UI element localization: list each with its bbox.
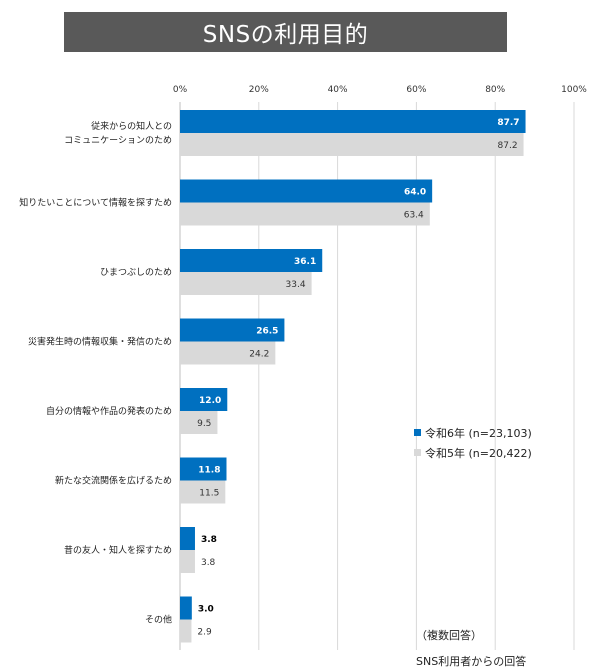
legend-label-2024: 令和6年 (n=23,103) [425,426,532,440]
footnote-multiple-answers: （複数回答） [416,629,482,642]
data-label: 9.5 [197,419,211,429]
category-label: ひまつぶしのため [100,267,172,278]
bar-2024 [180,596,192,620]
data-label: 24.2 [249,350,269,360]
x-tick-label: 20% [249,85,269,95]
category-label: コミュニケーションのため [64,135,172,146]
data-label: 11.8 [198,466,220,476]
bar-2023 [180,619,192,643]
bar-2024 [180,318,285,342]
data-label: 3.0 [198,605,214,615]
x-tick-label: 40% [328,85,348,95]
data-label: 87.2 [498,141,518,151]
x-tick-label: 80% [485,85,505,95]
chart-title: SNSの利用目的 [202,22,369,48]
category-label: 知りたいことについて情報を探すため [19,197,172,209]
bar-2024 [180,527,195,550]
data-label: 36.1 [294,257,316,267]
chart-title-box: SNSの利用目的 [64,12,507,52]
category-label: 従来からの知人との [91,120,172,132]
bar-2023 [180,411,218,434]
data-label: 33.4 [286,280,306,290]
footnote-source: SNS利用者からの回答 [416,655,527,668]
bar-2023 [180,341,276,365]
category-label: その他 [145,614,172,626]
data-label: 64.0 [404,188,426,198]
bar-2024 [180,179,433,203]
x-tick-label: 100% [561,85,587,95]
data-label: 3.8 [201,558,216,568]
data-label: 26.5 [256,327,278,337]
bar-2023 [180,272,312,295]
data-label: 63.4 [404,211,424,221]
x-tick-label: 60% [406,85,426,95]
bar-2024 [180,249,323,272]
x-tick-label: 0% [173,85,188,95]
bar-2024 [180,110,526,133]
category-label: 災害発生時の情報収集・発信のため [28,336,172,348]
bar-2023 [180,202,430,226]
bar-2023 [180,480,226,504]
data-label: 11.5 [199,489,219,499]
bar-2023 [180,550,195,573]
data-label: 12.0 [199,396,221,406]
legend-swatch-2024 [414,429,421,436]
category-label: 新たな交流関係を広げるため [55,475,172,487]
data-label: 3.8 [201,535,217,545]
bar-2023 [180,133,524,156]
legend-label-2023: 令和5年 (n=20,422) [425,446,532,460]
bar-2024 [180,457,227,481]
legend-swatch-2023 [414,449,421,456]
bar-2024 [180,388,228,411]
category-label: 自分の情報や作品の発表のため [46,405,172,417]
data-label: 2.9 [197,628,212,638]
data-label: 87.7 [497,118,519,128]
category-label: 昔の友人・知人を探すため [64,544,172,556]
